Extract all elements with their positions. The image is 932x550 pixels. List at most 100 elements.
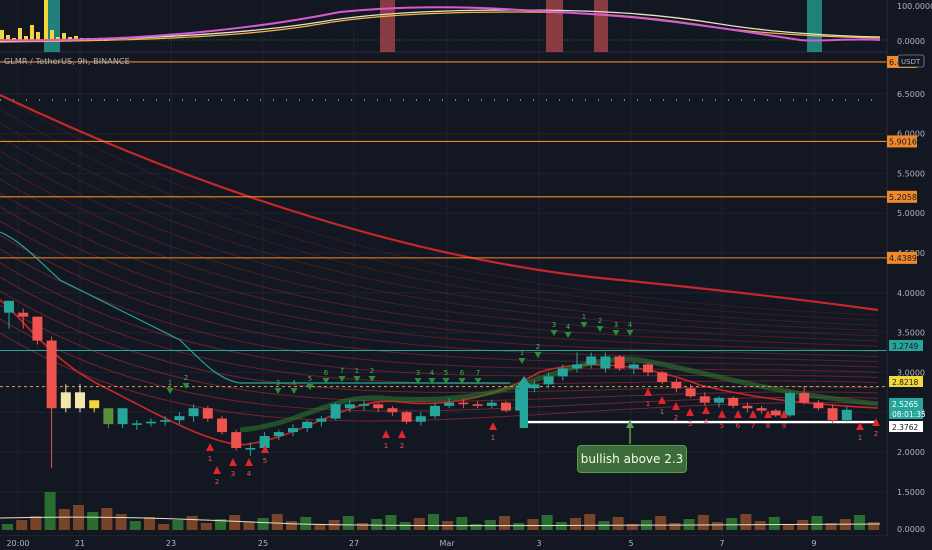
buy-marker-19 xyxy=(872,418,880,426)
volume-bar-52 xyxy=(740,514,752,530)
candle-body-52 xyxy=(742,405,753,409)
sell-count-11: 5 xyxy=(444,369,448,377)
candle-body-46 xyxy=(657,372,668,382)
volume-bar-3 xyxy=(44,492,56,530)
buy-count-12: 4 xyxy=(704,418,709,426)
buy-count-7: 1 xyxy=(491,434,495,442)
candle-body-0 xyxy=(4,300,14,313)
ribbon-line-1 xyxy=(0,108,879,321)
sell-marker-1 xyxy=(182,383,190,389)
volume-bar-17 xyxy=(243,522,255,530)
sell-count-10: 4 xyxy=(430,369,435,377)
candle-body-59 xyxy=(841,409,852,421)
candle-51 xyxy=(728,396,739,409)
price-tick-7: 3.0000 xyxy=(897,368,925,377)
candle-body-28 xyxy=(401,412,412,422)
ribbon-line-9 xyxy=(0,220,879,363)
volume-bar-40 xyxy=(570,518,581,530)
ribbon-line-16 xyxy=(0,318,879,412)
volume-panel xyxy=(0,492,887,537)
time-tick-7: 5 xyxy=(628,539,633,548)
candle-29 xyxy=(415,412,426,426)
candle-body-5 xyxy=(75,392,85,409)
buy-marker-17 xyxy=(780,410,788,418)
ribbon-line-8 xyxy=(0,206,879,358)
candle-9 xyxy=(131,420,142,430)
candle-body-26 xyxy=(373,404,384,409)
buy-marker-13 xyxy=(718,410,726,418)
time-tick-9: 9 xyxy=(811,539,816,548)
buy-count-4: 5 xyxy=(263,457,267,465)
volume-bar-24 xyxy=(342,516,354,530)
candle-body-24 xyxy=(344,404,355,409)
volume-bar-58 xyxy=(825,523,837,530)
candle-body-14 xyxy=(202,408,213,419)
price-tag-4: 2.3762 xyxy=(892,423,918,432)
currency-tag: USDT xyxy=(901,58,921,66)
buy-marker-10 xyxy=(672,402,680,410)
candle-body-3 xyxy=(46,340,57,409)
candle-body-38 xyxy=(543,376,554,385)
candle-43 xyxy=(614,354,625,371)
sell-marker-17 xyxy=(564,332,572,338)
candle-31 xyxy=(444,397,455,409)
candle-body-44 xyxy=(628,364,639,369)
volume-bar-39 xyxy=(555,522,567,530)
candle-body-8 xyxy=(117,408,128,425)
sell-count-18: 1 xyxy=(582,313,586,321)
buy-count-8: 1 xyxy=(646,400,650,408)
volume-bar-26 xyxy=(371,519,383,530)
price-tag-2: 2.5265 xyxy=(892,400,918,409)
volume-bar-32 xyxy=(456,517,468,530)
indicator-bar-3 xyxy=(18,28,22,41)
grid xyxy=(0,0,887,536)
candle-body-12 xyxy=(174,416,185,421)
time-tick-1: 21 xyxy=(75,539,85,548)
candle-45 xyxy=(643,362,653,377)
candle-body-29 xyxy=(415,416,426,422)
candle-body-47 xyxy=(671,381,682,389)
annotation-pointer-head xyxy=(626,420,634,428)
candles xyxy=(4,300,852,468)
candle-11 xyxy=(160,416,171,426)
ribbon-line-17 xyxy=(0,332,879,422)
sell-marker-15 xyxy=(534,352,542,358)
indicator-highlight-3 xyxy=(594,0,608,52)
sell-marker-21 xyxy=(626,330,634,336)
ribbon-teal-line xyxy=(0,231,510,384)
volume-bar-14 xyxy=(200,523,212,530)
candle-52 xyxy=(742,402,753,413)
sell-marker-14 xyxy=(518,358,526,364)
sell-marker-3 xyxy=(290,388,298,394)
indicator-bar-12 xyxy=(74,36,78,41)
candle-body-37 xyxy=(529,384,540,389)
buy-marker-3 xyxy=(245,458,253,466)
indicator-bar-1 xyxy=(6,35,10,41)
sell-count-6: 7 xyxy=(340,367,344,375)
candle-21 xyxy=(302,420,313,433)
candle-body-1 xyxy=(18,312,29,317)
indicator-tick-1: 0.0000 xyxy=(897,37,925,46)
price-tag-0: 3.2749 xyxy=(892,342,918,351)
volume-bar-33 xyxy=(470,524,482,530)
volume-bar-16 xyxy=(229,515,241,530)
sell-marker-13 xyxy=(474,378,482,384)
price-tag-3: 08:01:35 xyxy=(892,410,926,419)
breakout-arrow xyxy=(516,376,532,388)
ribbon-line-11 xyxy=(0,248,879,373)
volume-bar-35 xyxy=(499,516,510,530)
candle-body-53 xyxy=(756,408,767,411)
volume-bar-47 xyxy=(669,523,681,530)
volume-bar-18 xyxy=(257,518,269,530)
volume-bar-51 xyxy=(726,518,738,530)
candle-body-30 xyxy=(430,405,440,417)
sell-count-21: 4 xyxy=(628,321,633,329)
candle-body-16 xyxy=(231,432,242,449)
volume-bar-56 xyxy=(797,520,809,530)
candle-57 xyxy=(813,400,824,411)
candle-body-41 xyxy=(586,356,597,365)
candle-32 xyxy=(458,399,469,409)
candle-17 xyxy=(245,442,256,456)
volume-bar-2 xyxy=(30,516,42,530)
